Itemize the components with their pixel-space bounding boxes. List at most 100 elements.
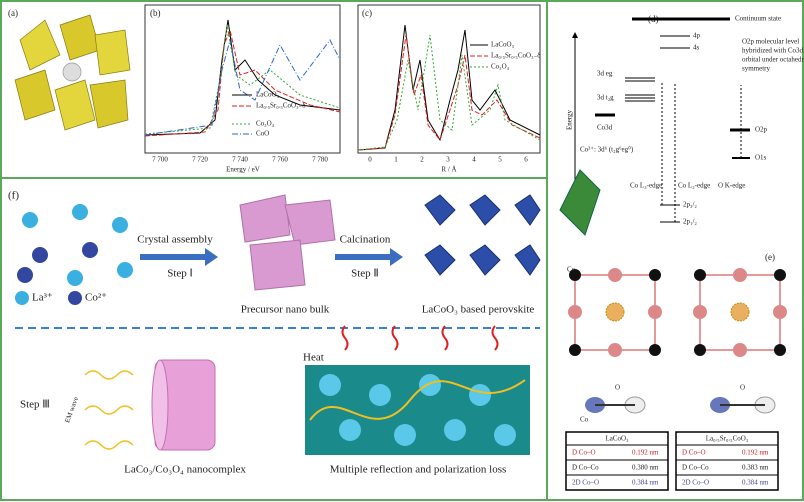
cell: 0.380 nm <box>632 464 659 472</box>
atom-label: Co <box>580 416 589 424</box>
curve <box>357 34 541 151</box>
level: Continuum state <box>735 15 781 23</box>
axes <box>144 4 341 154</box>
heat-label: Heat <box>303 352 324 364</box>
tick-label: 7 700 <box>152 156 168 164</box>
edge: O K-edge <box>718 182 745 190</box>
nanocomplex-end <box>151 359 169 451</box>
tick-label: 1 <box>394 156 398 164</box>
axis-label: Energy / eV <box>226 166 260 174</box>
level: 4s <box>693 44 700 52</box>
axis-label: Energy <box>566 109 574 130</box>
x-ticks: 0 1 2 3 4 5 6 <box>368 156 528 164</box>
level: 4p <box>693 32 701 40</box>
cell: D Co–Co <box>572 464 599 472</box>
curve <box>144 19 341 136</box>
octahedron <box>559 169 601 236</box>
cell: D Co–O <box>682 449 706 457</box>
particles <box>319 374 516 446</box>
tick-label: 7 760 <box>272 156 288 164</box>
legend-entry: LaCoO₃ <box>491 41 515 49</box>
material <box>305 365 530 455</box>
tick-label: 3 <box>446 156 450 164</box>
tick-label: 2 <box>420 156 424 164</box>
caption: Multiple reflection and polarization los… <box>330 464 507 476</box>
legend: LaCoO₃ La₀.₅Sr₀.₅CoO₃₋δ Co₃O₄ CoO <box>232 91 306 138</box>
label: (c) <box>362 8 372 18</box>
cell: 0.384 nm <box>632 479 659 487</box>
arrow <box>335 248 403 266</box>
perovskite <box>424 194 541 276</box>
legend-entry: La₀.₅Sr₀.₅CoO₃₋δ <box>491 52 541 60</box>
heat <box>341 325 499 351</box>
edge: Co L₃-edge <box>630 182 662 190</box>
tick-label: 4 <box>472 156 476 164</box>
curve <box>357 34 541 151</box>
waves <box>84 370 134 450</box>
cell: D Co–O <box>572 449 596 457</box>
frame-right <box>546 0 804 501</box>
step: Step Ⅲ <box>20 399 50 411</box>
arrow-label: Step Ⅱ <box>351 268 379 280</box>
legend: LaCoO₃ La₀.₅Sr₀.₅CoO₃₋δ Co₃O₄ <box>470 41 541 71</box>
legend-dot <box>68 291 82 305</box>
caption: Precursor nano bulk <box>241 304 330 316</box>
note: hybridized with Co3d <box>742 47 804 55</box>
tick-label: 7 780 <box>312 156 328 164</box>
atom-label: O <box>740 384 745 392</box>
cell: D Co–Co <box>682 464 709 472</box>
caption: LaCoO₃ based perovskite <box>422 304 535 316</box>
label: (b) <box>150 8 161 18</box>
legend-entry: Co₃O₄ <box>256 120 275 128</box>
reflection <box>309 379 526 421</box>
curve <box>357 24 541 151</box>
atom-label: Co <box>567 266 576 274</box>
energy-diagram: (d) Energy Continuum state 4p 4s O2p mol… <box>559 14 804 236</box>
arrow-label: Crystal assembly <box>137 234 213 246</box>
label: (e) <box>765 252 775 262</box>
legend-entry: La³⁺ <box>32 292 53 304</box>
level: O1s <box>755 154 767 162</box>
tick-label: 5 <box>498 156 502 164</box>
config: Co³⁺: 3d⁶ (t₂g⁶eg⁰) <box>580 146 634 154</box>
level: Co3d <box>597 124 613 132</box>
curve <box>144 24 341 135</box>
table-title: La₀.₅Sr₀.₅CoO₃ <box>706 435 749 443</box>
lattice <box>568 268 787 414</box>
level: O2p <box>755 126 768 134</box>
octahedra <box>14 14 131 131</box>
arrow <box>140 248 218 266</box>
cell: 0.384 nm <box>742 479 769 487</box>
legend-entry: Co₃O₄ <box>491 63 510 71</box>
curve <box>144 39 341 136</box>
label: (f) <box>8 190 19 202</box>
cell: 0.383 nm <box>742 464 769 472</box>
legend-dot <box>15 291 29 305</box>
level: 3d eg <box>597 70 613 78</box>
axis-label: R / Å <box>441 166 456 174</box>
tables: LaCoO₃ D Co–O 0.192 nm D Co–Co 0.380 nm … <box>565 431 779 491</box>
wave-label: EM wave <box>63 396 80 424</box>
note: orbital under octahedral <box>742 56 804 64</box>
tick-label: 0 <box>368 156 372 164</box>
level: 2p₁/₂ <box>683 218 697 226</box>
level: 2p₃/₂ <box>683 201 697 209</box>
arrow-label: Step Ⅰ <box>167 268 193 280</box>
tick-label: 7 720 <box>192 156 208 164</box>
x-ticks: 7 700 7 720 7 740 7 760 7 780 <box>152 156 328 164</box>
tick-label: 7 740 <box>232 156 248 164</box>
cell: 0.192 nm <box>632 449 659 457</box>
curve <box>144 28 341 137</box>
note: symmetry <box>742 65 770 73</box>
level: 3d t₂g <box>597 94 614 102</box>
caption: LaCo₃/Co₃O₄ nanocomplex <box>124 464 246 476</box>
molecules <box>17 204 133 286</box>
legend-entry: CoO <box>256 130 269 138</box>
note: O2p molecular level <box>742 38 799 46</box>
cell: 0.192 nm <box>742 449 769 457</box>
label: (a) <box>8 8 18 18</box>
axes <box>357 4 541 154</box>
arrow-label: Calcination <box>340 234 391 246</box>
precursor <box>239 194 336 291</box>
